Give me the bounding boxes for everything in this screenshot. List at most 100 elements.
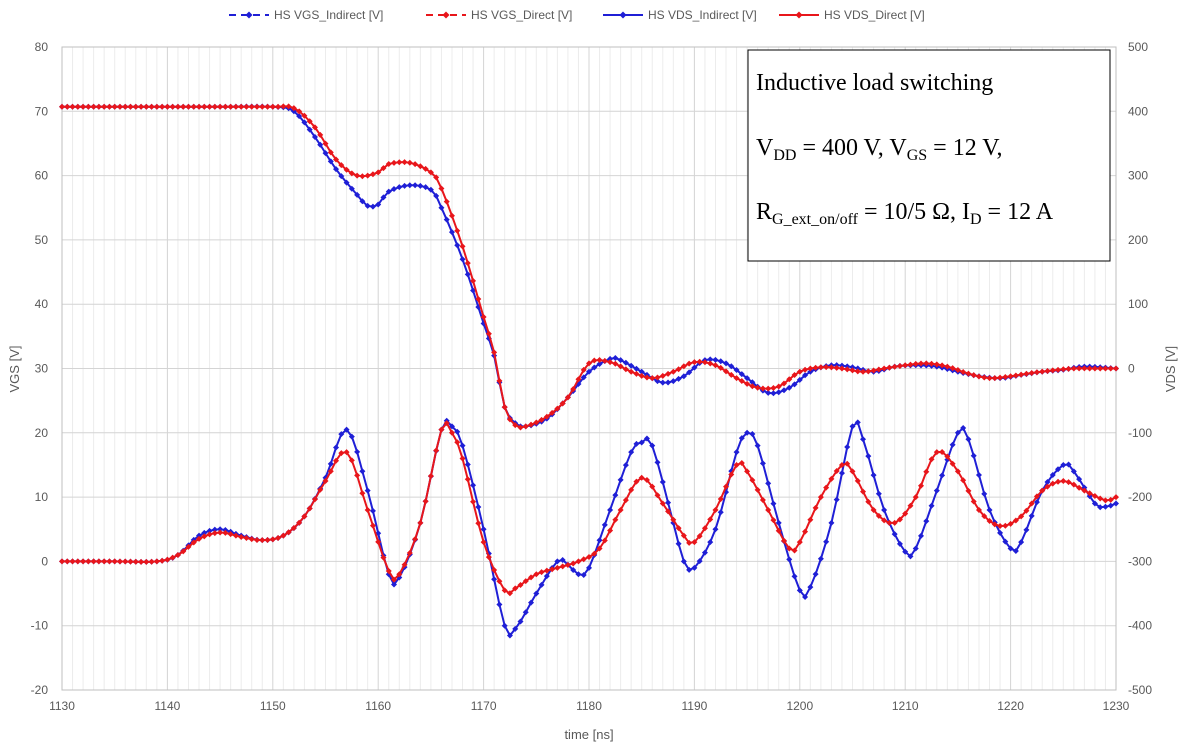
data-point: [854, 477, 861, 484]
data-point: [269, 103, 276, 110]
data-point: [496, 377, 503, 384]
data-point: [643, 435, 650, 442]
x-tick-label: 1190: [681, 699, 707, 713]
data-point: [1028, 370, 1035, 377]
data-point: [101, 558, 108, 565]
data-point: [1060, 461, 1067, 468]
data-point: [680, 532, 687, 539]
data-point: [227, 531, 234, 538]
data-point: [385, 568, 392, 575]
data-point: [359, 198, 366, 205]
data-point: [649, 375, 656, 382]
legend-label: HS VDS_Direct [V]: [824, 8, 925, 22]
y-right-tick-label: -100: [1128, 426, 1152, 440]
data-point: [327, 468, 334, 475]
data-point: [1044, 483, 1051, 490]
data-point: [90, 103, 97, 110]
data-point: [427, 473, 434, 480]
data-point: [575, 571, 582, 578]
data-point: [354, 472, 361, 479]
data-point: [744, 429, 751, 436]
legend-item: HS VDS_Direct [V]: [779, 8, 925, 22]
data-point: [138, 558, 145, 565]
data-point: [622, 497, 629, 504]
data-point: [448, 429, 455, 436]
data-point: [348, 185, 355, 192]
data-point: [744, 380, 751, 387]
data-point: [174, 551, 181, 558]
x-axis-title: time [ns]: [564, 727, 613, 742]
data-point: [333, 457, 340, 464]
data-point: [712, 506, 719, 513]
data-point: [264, 103, 271, 110]
data-point: [812, 504, 819, 511]
data-point: [396, 571, 403, 578]
data-point: [396, 159, 403, 166]
data-point: [691, 564, 698, 571]
data-point: [116, 103, 123, 110]
data-point: [454, 439, 461, 446]
data-point: [791, 381, 798, 388]
data-point: [501, 587, 508, 594]
data-point: [401, 561, 408, 568]
legend-marker: [442, 11, 450, 19]
data-point: [802, 372, 809, 379]
annotation-line-2: VDD = 400 V, VGS = 12 V,: [756, 135, 1003, 164]
data-point: [933, 361, 940, 368]
data-point: [306, 118, 313, 125]
data-point: [90, 558, 97, 565]
data-point: [633, 365, 640, 372]
data-point: [412, 182, 419, 189]
data-point: [111, 103, 118, 110]
data-point: [949, 460, 956, 467]
data-point: [427, 186, 434, 193]
data-point: [159, 557, 166, 564]
data-point: [296, 113, 303, 120]
data-point: [522, 609, 529, 616]
data-point: [875, 512, 882, 519]
data-point: [201, 103, 208, 110]
data-point: [1018, 371, 1025, 378]
data-point: [907, 553, 914, 560]
data-point: [817, 555, 824, 562]
data-point: [554, 558, 561, 565]
data-point: [459, 442, 466, 449]
data-point: [860, 368, 867, 375]
data-point: [607, 506, 614, 513]
data-point: [601, 357, 608, 364]
data-point: [770, 385, 777, 392]
data-point: [570, 386, 577, 393]
data-point: [148, 558, 155, 565]
data-point: [1113, 494, 1119, 501]
data-point: [633, 370, 640, 377]
data-point: [143, 558, 150, 565]
data-point: [132, 103, 139, 110]
data-point: [517, 582, 524, 589]
data-point: [949, 441, 956, 448]
data-point: [422, 184, 429, 191]
data-point: [164, 103, 171, 110]
data-point: [327, 460, 334, 467]
data-point: [201, 533, 208, 540]
data-point: [854, 368, 861, 375]
data-point: [886, 364, 893, 371]
y-right-tick-label: 500: [1128, 40, 1148, 54]
data-point: [975, 506, 982, 513]
data-point: [343, 426, 350, 433]
data-point: [944, 453, 951, 460]
data-point: [933, 487, 940, 494]
data-point: [375, 538, 382, 545]
data-point: [533, 571, 540, 578]
data-point: [338, 431, 345, 438]
data-point: [749, 383, 756, 390]
data-point: [844, 366, 851, 373]
data-point: [749, 477, 756, 484]
data-point: [638, 474, 645, 481]
data-point: [791, 372, 798, 379]
data-point: [896, 540, 903, 547]
y-right-tick-label: 200: [1128, 233, 1148, 247]
data-point: [970, 498, 977, 505]
data-point: [317, 141, 324, 148]
data-point: [185, 103, 192, 110]
data-point: [765, 506, 772, 513]
